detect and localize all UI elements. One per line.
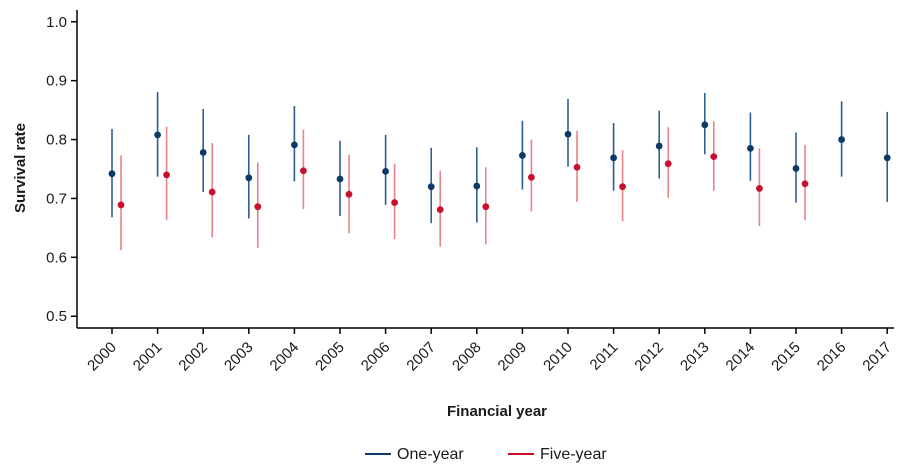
y-tick-label: 0.7 xyxy=(46,190,67,207)
legend-label: Five-year xyxy=(540,446,607,463)
data-point xyxy=(482,203,490,211)
data-point xyxy=(245,174,253,182)
data-point xyxy=(883,154,891,162)
x-tick-label: 2001 xyxy=(130,339,166,375)
x-tick-label: 2003 xyxy=(221,339,257,375)
data-point xyxy=(208,188,216,196)
x-tick-label: 2014 xyxy=(723,339,759,375)
data-point xyxy=(519,152,526,159)
data-point xyxy=(427,183,435,191)
data-point xyxy=(154,131,162,139)
data-point xyxy=(382,167,389,175)
data-point xyxy=(345,190,353,198)
data-point xyxy=(199,149,207,156)
data-point xyxy=(564,130,572,138)
x-tick-label: 2013 xyxy=(677,339,713,375)
x-tick-label: 2012 xyxy=(631,339,667,375)
x-tick-label: 2008 xyxy=(449,339,485,375)
data-point xyxy=(163,171,171,179)
y-ticks: 0.5 0.6 0.7 0.8 0.9 1.0 xyxy=(46,14,77,325)
data-point xyxy=(619,183,626,191)
y-tick-label: 0.5 xyxy=(46,308,67,325)
data-point xyxy=(756,185,763,192)
y-tick-label: 0.6 xyxy=(46,249,67,266)
x-tick-label: 2016 xyxy=(814,339,850,375)
x-axis-title: Financial year xyxy=(447,403,547,420)
x-tick-label: 2004 xyxy=(267,339,303,375)
data-point xyxy=(291,141,298,149)
data-point xyxy=(801,180,809,188)
data-point xyxy=(610,154,617,162)
x-tick-label: 2017 xyxy=(859,339,895,375)
data-point xyxy=(436,206,444,214)
plot-area xyxy=(108,91,891,251)
data-point xyxy=(117,201,125,209)
x-tick-label: 2006 xyxy=(358,339,394,375)
x-tick-label: 2002 xyxy=(175,339,211,375)
y-axis-title: Survival rate xyxy=(12,123,29,213)
legend: One-year Five-year xyxy=(365,446,607,463)
x-tick-label: 2009 xyxy=(495,339,531,375)
data-point xyxy=(254,203,262,211)
data-point xyxy=(391,199,398,206)
x-tick-label: 2007 xyxy=(403,339,439,375)
x-tick-label: 2005 xyxy=(312,339,348,375)
data-point xyxy=(300,167,307,175)
x-tick-label: 2000 xyxy=(84,339,120,375)
legend-label: One-year xyxy=(397,446,464,463)
data-point xyxy=(747,144,754,152)
data-point xyxy=(108,170,116,178)
data-point xyxy=(838,136,845,143)
data-point xyxy=(473,182,481,190)
data-point xyxy=(573,163,581,171)
data-point xyxy=(336,175,344,183)
data-point xyxy=(792,165,800,172)
y-tick-label: 0.9 xyxy=(46,73,67,90)
x-tick-label: 2011 xyxy=(587,339,622,374)
data-point xyxy=(710,153,718,161)
x-tick-label: 2010 xyxy=(540,339,576,375)
y-tick-label: 1.0 xyxy=(46,14,67,31)
data-point xyxy=(664,160,672,168)
y-tick-label: 0.8 xyxy=(46,132,67,149)
data-point xyxy=(528,173,535,181)
x-ticks: 2000 2001 2002 2003 2004 2005 2006 2007 2008 2009… xyxy=(84,328,895,374)
data-point xyxy=(701,121,709,129)
data-point xyxy=(655,142,663,150)
x-tick-label: 2015 xyxy=(768,339,804,375)
